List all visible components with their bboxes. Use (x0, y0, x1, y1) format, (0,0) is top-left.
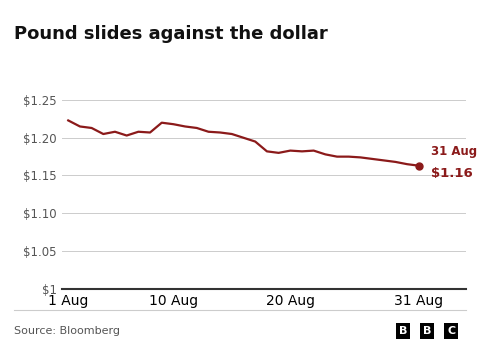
Text: $1.16: $1.16 (431, 167, 472, 180)
Text: Pound slides against the dollar: Pound slides against the dollar (14, 25, 328, 43)
Text: B: B (399, 326, 408, 336)
Text: B: B (423, 326, 432, 336)
Text: C: C (447, 326, 455, 336)
Text: Source: Bloomberg: Source: Bloomberg (14, 326, 120, 336)
Text: 31 Aug: 31 Aug (431, 145, 477, 158)
